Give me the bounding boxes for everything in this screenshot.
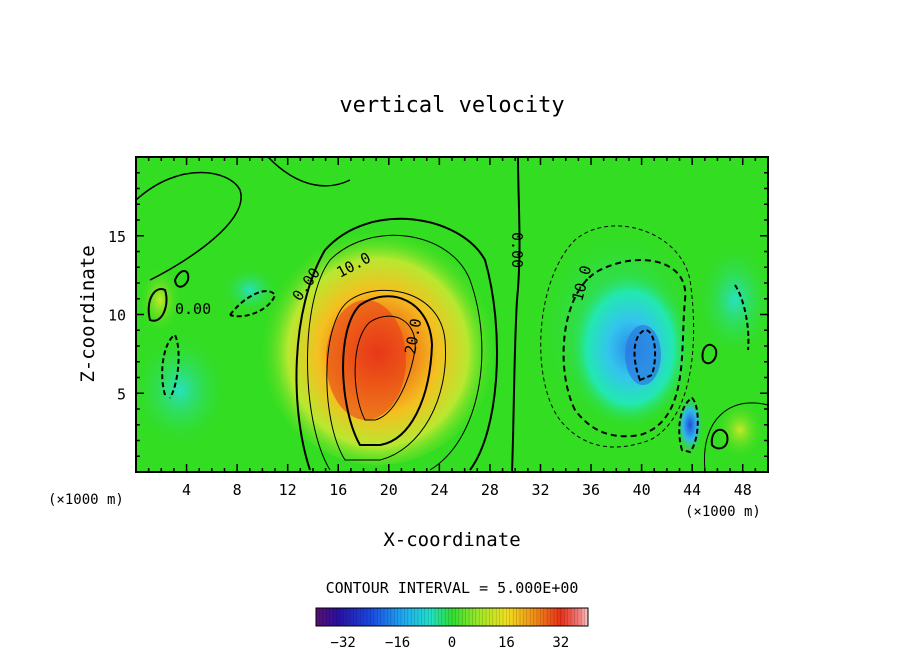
x-axis-ticks <box>147 157 757 472</box>
x-axis-tick-labels: 4 8 12 16 20 24 28 32 36 40 44 48 <box>182 481 752 499</box>
x-tick-label: 40 <box>633 481 651 499</box>
colorbar-tick-label: −16 <box>385 635 410 651</box>
y-axis-title: Z-coordinate <box>77 245 99 382</box>
colorbar-tick-label: 0 <box>448 635 456 651</box>
colorbar-tick-label: −32 <box>331 635 356 651</box>
x-tick-label: 32 <box>531 481 549 499</box>
x-tick-label: 8 <box>233 481 242 499</box>
colorbar-tick-label: 32 <box>552 635 569 651</box>
y-tick-label: 10 <box>108 307 126 325</box>
x-tick-label: 48 <box>734 481 752 499</box>
x-tick-label: 28 <box>481 481 499 499</box>
x-tick-label: 44 <box>683 481 701 499</box>
heatmap-field <box>136 157 768 472</box>
x-tick-label: 16 <box>329 481 347 499</box>
x-unit-label: (×1000 m) <box>685 504 761 520</box>
chart-title: vertical velocity <box>339 93 564 118</box>
contour-label: 0.00 <box>175 300 211 318</box>
x-tick-label: 24 <box>430 481 448 499</box>
x-tick-label: 36 <box>582 481 600 499</box>
y-axis-ticks <box>136 172 768 457</box>
x-tick-label: 12 <box>279 481 297 499</box>
contour-label: 20.0 <box>401 317 425 356</box>
contour-interval-text: CONTOUR INTERVAL = 5.000E+00 <box>326 579 579 597</box>
colorbar-divisions <box>319 608 585 626</box>
contour-label: 0.00 <box>508 232 526 268</box>
x-tick-label: 4 <box>182 481 191 499</box>
y-unit-label: (×1000 m) <box>48 492 124 508</box>
contour-lines <box>136 157 768 472</box>
y-tick-label: 15 <box>108 228 126 246</box>
x-axis-title: X-coordinate <box>383 529 520 551</box>
colorbar <box>315 607 589 627</box>
y-axis-tick-labels: 5 10 15 <box>108 228 126 404</box>
x-tick-label: 20 <box>380 481 398 499</box>
colorbar-tick-label: 16 <box>498 635 515 651</box>
colorbar-tick-labels: −32 −16 0 16 32 <box>331 635 570 651</box>
y-tick-label: 5 <box>117 385 126 403</box>
